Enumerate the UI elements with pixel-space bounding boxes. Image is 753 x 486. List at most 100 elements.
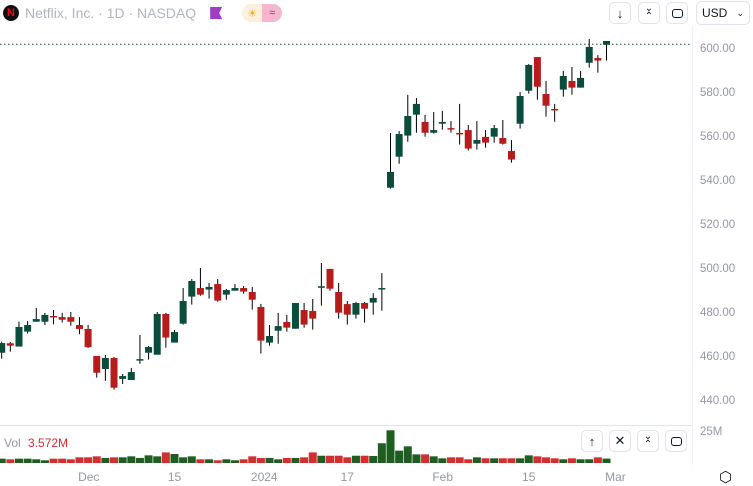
candle-body bbox=[594, 57, 602, 61]
candle-body bbox=[490, 128, 498, 137]
candle-body bbox=[127, 372, 135, 380]
currency-value: USD bbox=[702, 6, 728, 20]
candle-body bbox=[473, 139, 481, 144]
candle-body bbox=[214, 284, 222, 301]
volume-bar bbox=[317, 455, 326, 463]
candle-body bbox=[317, 286, 325, 288]
close-icon: ✕ bbox=[614, 433, 626, 448]
symbol-title[interactable]: Netflix, Inc. · 1D · NASDAQ bbox=[25, 5, 197, 21]
scroll-down-button[interactable]: ↓ bbox=[609, 2, 631, 24]
candle-body bbox=[542, 94, 550, 106]
time-axis-tick: Mar bbox=[605, 470, 626, 484]
candle-body bbox=[421, 121, 429, 133]
candle-body bbox=[577, 77, 585, 88]
time-axis-tick: 15 bbox=[167, 470, 182, 484]
candle-body bbox=[162, 314, 170, 338]
collapse-icon: ⌄ ⌃ bbox=[643, 431, 653, 450]
candle-body bbox=[110, 358, 118, 388]
market-status-pill[interactable]: ☀ ≈ bbox=[242, 4, 283, 22]
volume-bar bbox=[92, 456, 101, 463]
volume-bar bbox=[334, 455, 343, 463]
candle-body bbox=[464, 130, 472, 149]
volume-bar bbox=[239, 459, 248, 463]
volume-bar bbox=[0, 458, 6, 463]
volume-bar bbox=[135, 457, 144, 463]
volume-bar bbox=[446, 457, 455, 463]
settings-icon[interactable]: ⬡ bbox=[719, 469, 733, 486]
candle-body bbox=[145, 347, 153, 353]
volume-axis-label: 25M bbox=[700, 426, 723, 438]
volume-bar bbox=[49, 458, 58, 463]
sun-icon: ☀ bbox=[242, 4, 263, 22]
volume-bar bbox=[265, 457, 274, 463]
candle-body bbox=[188, 281, 196, 297]
move-pane-up-button[interactable]: ↑ bbox=[581, 430, 603, 452]
chevron-down-icon: ⌄ bbox=[736, 7, 744, 18]
price-axis-tick: 600.00 bbox=[700, 43, 736, 55]
fullscreen-icon bbox=[670, 436, 682, 446]
candle-body bbox=[0, 343, 6, 353]
volume-bar bbox=[40, 460, 49, 463]
volume-bar bbox=[351, 455, 360, 463]
fullscreen-icon bbox=[671, 8, 683, 18]
volume-bar bbox=[386, 430, 395, 463]
volume-bar bbox=[274, 459, 283, 463]
maximize-pane-button[interactable] bbox=[665, 430, 687, 452]
candle-body bbox=[525, 64, 533, 91]
symbol-header[interactable]: N Netflix, Inc. · 1D · NASDAQ ☀ ≈ bbox=[0, 0, 283, 26]
fullscreen-button[interactable] bbox=[666, 2, 688, 24]
candle-body bbox=[153, 314, 161, 355]
candle-body bbox=[430, 130, 438, 133]
volume-bar bbox=[326, 455, 335, 463]
candle-body bbox=[101, 358, 109, 369]
collapse-button[interactable]: ⌄ ⌃ bbox=[638, 2, 660, 24]
wave-icon: ≈ bbox=[262, 4, 283, 22]
volume-bar bbox=[533, 456, 542, 463]
volume-bar bbox=[472, 457, 481, 463]
candle-body bbox=[369, 297, 377, 303]
price-axis-tick: 460.00 bbox=[700, 351, 736, 363]
close-pane-button[interactable]: ✕ bbox=[609, 430, 631, 452]
volume-bar bbox=[196, 459, 205, 463]
volume-bar bbox=[395, 450, 404, 463]
volume-bar bbox=[360, 455, 369, 463]
volume-bar bbox=[75, 457, 84, 463]
candle-body bbox=[559, 75, 567, 90]
volume-bar bbox=[222, 459, 231, 463]
candle-body bbox=[568, 81, 576, 88]
candle-body bbox=[335, 292, 343, 313]
volume-bar bbox=[23, 458, 32, 463]
collapse-pane-button[interactable]: ⌄ ⌃ bbox=[637, 430, 659, 452]
volume-bar bbox=[516, 458, 525, 463]
time-axis-tick: 17 bbox=[340, 470, 354, 484]
candle-body bbox=[352, 303, 360, 315]
price-axis-tick: 480.00 bbox=[700, 307, 736, 319]
candle-body bbox=[447, 128, 455, 130]
volume-bar bbox=[550, 458, 559, 463]
volume-bar bbox=[144, 455, 153, 463]
candle-body bbox=[266, 336, 274, 343]
candle-body bbox=[41, 314, 49, 322]
candle-body bbox=[205, 286, 213, 290]
volume-bar bbox=[84, 457, 93, 463]
volume-bar bbox=[438, 458, 447, 463]
price-axis-tick: 520.00 bbox=[700, 219, 736, 231]
candle-body bbox=[248, 292, 256, 300]
candle-body bbox=[507, 150, 515, 160]
volume-value: 3.572M bbox=[28, 436, 69, 450]
volume-bar bbox=[248, 456, 257, 463]
currency-select[interactable]: USD ⌄ bbox=[696, 1, 750, 25]
volume-bar bbox=[179, 457, 188, 463]
time-axis-tick: Feb bbox=[432, 470, 454, 484]
volume-bar bbox=[187, 456, 196, 463]
volume-label: Vol bbox=[4, 436, 21, 450]
candle-body bbox=[482, 136, 490, 143]
volume-bar bbox=[300, 457, 309, 463]
price-axis-tick: 560.00 bbox=[700, 131, 736, 143]
candle-body bbox=[387, 171, 394, 188]
volume-bar bbox=[507, 458, 516, 463]
volume-bar bbox=[291, 457, 300, 463]
flag-icon[interactable] bbox=[210, 7, 223, 19]
candle-body bbox=[240, 288, 248, 292]
